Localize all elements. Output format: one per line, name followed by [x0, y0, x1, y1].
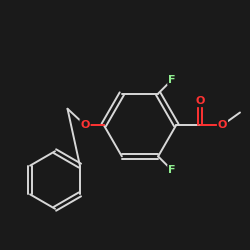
Text: F: F	[168, 165, 176, 175]
Text: O: O	[218, 120, 227, 130]
Text: O: O	[80, 120, 90, 130]
Text: F: F	[168, 75, 176, 85]
Text: O: O	[195, 96, 205, 106]
